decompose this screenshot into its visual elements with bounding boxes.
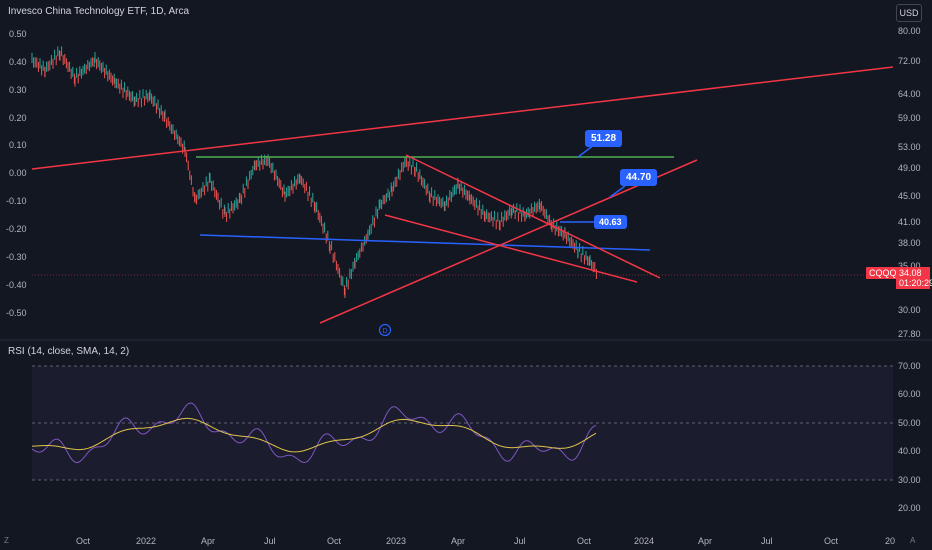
price-tick: 35.00 xyxy=(898,261,921,271)
price-tick: 64.00 xyxy=(898,89,921,99)
percent-tick: 0.00 xyxy=(9,168,27,178)
rsi-tick: 50.00 xyxy=(898,418,921,428)
time-tick: 2024 xyxy=(634,536,655,546)
price-callout-a[interactable]: 51.28 xyxy=(585,130,623,147)
bar-countdown: 01:20:29 xyxy=(899,278,932,288)
percent-tick: -0.30 xyxy=(6,252,27,262)
rsi-band xyxy=(32,366,893,480)
event-marker-label: D xyxy=(382,328,387,335)
time-tick: 2022 xyxy=(136,536,157,546)
percent-tick: 0.40 xyxy=(9,57,27,67)
ticker-badge: CQQQ xyxy=(866,267,900,279)
time-tick: Oct xyxy=(76,536,91,546)
price-tick: 27.80 xyxy=(898,329,921,339)
price-tick: 30.00 xyxy=(898,305,921,315)
callout-a-pointer xyxy=(577,144,595,158)
timezone-icon[interactable]: Z xyxy=(4,536,9,545)
long-red-trendline[interactable] xyxy=(31,66,894,170)
price-tick: 59.00 xyxy=(898,113,921,123)
rising-red-trendline[interactable] xyxy=(319,159,698,324)
price-tick: 45.00 xyxy=(898,191,921,201)
price-tick: 53.00 xyxy=(898,142,921,152)
percent-tick: -0.50 xyxy=(6,308,27,318)
price-callout-b[interactable]: 44.70 xyxy=(620,169,658,186)
percent-tick: 0.10 xyxy=(9,140,27,150)
price-tick: 49.00 xyxy=(898,163,921,173)
time-tick: Oct xyxy=(327,536,342,546)
rsi-tick: 40.00 xyxy=(898,446,921,456)
percent-tick: 0.30 xyxy=(9,85,27,95)
rsi-line xyxy=(31,402,597,464)
rsi-title[interactable]: RSI (14, close, SMA, 14, 2) xyxy=(8,346,130,357)
rsi-tick: 30.00 xyxy=(898,475,921,485)
currency-button[interactable]: USD xyxy=(896,4,922,22)
falling-red-trendline-lower[interactable] xyxy=(384,214,638,283)
time-tick: 2023 xyxy=(386,536,407,546)
rsi-ma-line xyxy=(32,417,597,453)
percent-tick: 0.20 xyxy=(9,113,27,123)
rsi-tick: 60.00 xyxy=(898,389,921,399)
percent-tick: 0.50 xyxy=(9,29,27,39)
price-tick: 80.00 xyxy=(898,26,921,36)
price-tick: 38.00 xyxy=(898,238,921,248)
rsi-tick: 70.00 xyxy=(898,361,921,371)
time-tick: Apr xyxy=(201,536,216,546)
percent-tick: -0.10 xyxy=(6,196,27,206)
price-callout-c[interactable]: 40.63 xyxy=(594,215,627,229)
time-tick: Oct xyxy=(824,536,839,546)
time-tick: Oct xyxy=(577,536,592,546)
last-price-badge: 34.08 01:20:29 xyxy=(896,267,932,289)
price-tick: 41.00 xyxy=(898,217,921,227)
callout-b-pointer xyxy=(609,185,626,198)
auto-scale-icon[interactable]: A xyxy=(910,536,916,545)
event-marker-icon[interactable] xyxy=(378,323,392,337)
time-tick: Jul xyxy=(264,536,276,546)
percent-tick: -0.20 xyxy=(6,224,27,234)
time-tick: Apr xyxy=(451,536,466,546)
time-tick: 20 xyxy=(885,536,896,546)
percent-tick: -0.40 xyxy=(6,280,27,290)
time-tick: Apr xyxy=(698,536,713,546)
falling-red-trendline-upper[interactable] xyxy=(405,154,661,279)
time-tick: Jul xyxy=(761,536,773,546)
price-series xyxy=(31,46,597,299)
blue-support-line[interactable] xyxy=(199,234,651,251)
price-tick: 72.00 xyxy=(898,56,921,66)
rsi-tick: 20.00 xyxy=(898,503,921,513)
chart-title: Invesco China Technology ETF, 1D, Arca xyxy=(8,6,190,17)
time-tick: Jul xyxy=(514,536,526,546)
last-price-value: 34.08 xyxy=(899,268,922,278)
